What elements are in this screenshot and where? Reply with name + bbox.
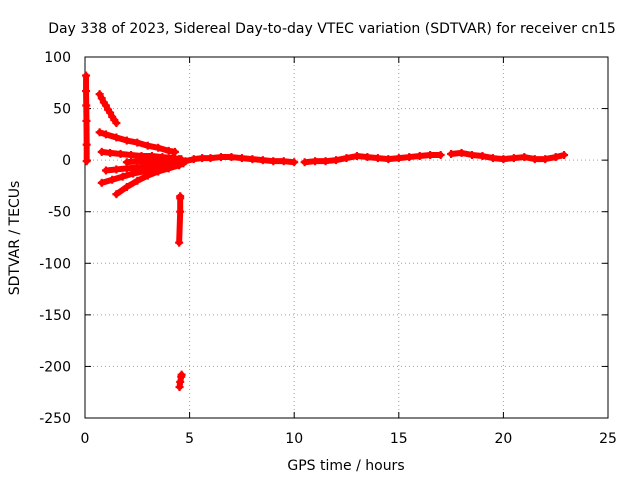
- y-tick-labels: 100 50 0 -50 -100 -150 -200 -250: [39, 50, 71, 427]
- x-tick-label: 20: [494, 431, 512, 447]
- chart-title: Day 338 of 2023, Sidereal Day-to-day VTE…: [48, 21, 616, 37]
- plot-frame: [84, 56, 609, 419]
- y-tick-label: -250: [39, 411, 71, 427]
- y-tick-label: 100: [44, 50, 71, 66]
- data-point: [170, 147, 179, 156]
- x-tick-label: 5: [185, 431, 194, 447]
- series-sat-a: [82, 71, 91, 166]
- y-tick-label: -200: [39, 359, 71, 375]
- data-point: [175, 155, 184, 164]
- x-tick-label: 0: [81, 431, 90, 447]
- data-point: [177, 370, 186, 379]
- grid-lines: [85, 57, 608, 418]
- data-point: [560, 150, 569, 159]
- axis-ticks: [84, 56, 609, 419]
- y-tick-label: -100: [39, 256, 71, 272]
- x-tick-label: 15: [390, 431, 408, 447]
- y-tick-label: 50: [53, 102, 71, 118]
- x-tick-label: 25: [599, 431, 617, 447]
- y-tick-label: -150: [39, 308, 71, 324]
- y-tick-label: 0: [62, 153, 71, 169]
- data-point: [112, 119, 121, 128]
- series-sat-i: [175, 192, 186, 392]
- data-point: [175, 238, 184, 247]
- x-axis-label: GPS time / hours: [287, 458, 404, 474]
- data-points: [82, 71, 569, 392]
- data-point: [82, 116, 91, 148]
- series-sat-l: [447, 148, 569, 164]
- series-sat-j: [181, 153, 299, 167]
- series-sat-h: [122, 155, 184, 167]
- series-sat-k: [300, 150, 445, 167]
- data-point: [176, 207, 185, 246]
- x-tick-labels: 0 5 10 15 20 25: [81, 431, 617, 447]
- data-point: [436, 150, 445, 159]
- point-trail: [176, 208, 184, 246]
- series-sat-b: [95, 90, 121, 128]
- x-tick-label: 10: [285, 431, 303, 447]
- series-sat-c: [95, 128, 179, 156]
- y-axis-label: SDTVAR / TECUs: [7, 181, 23, 296]
- y-tick-label: -50: [48, 205, 71, 221]
- data-point: [290, 158, 299, 167]
- data-point: [82, 157, 91, 166]
